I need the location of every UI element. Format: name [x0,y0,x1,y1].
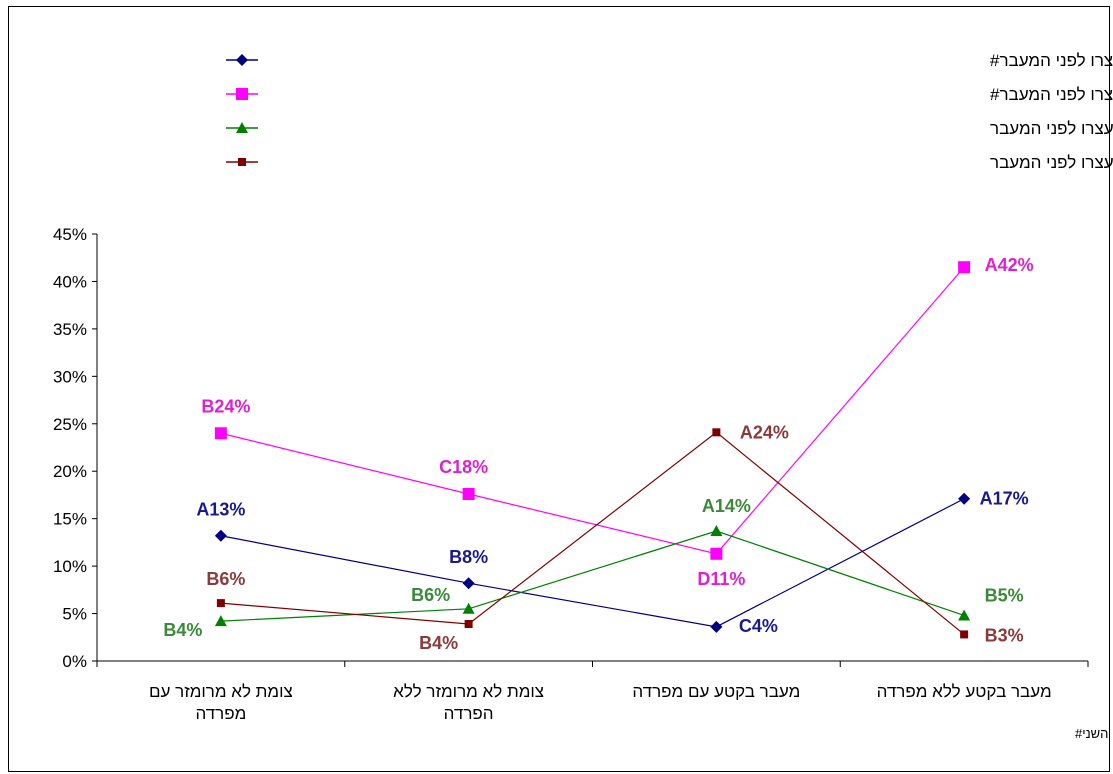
data-label: B8% [449,547,488,567]
data-label: D11% [697,569,745,589]
legend-label: אחוז הולכי רגל שנקלעו לקונפליקט מקרב אלה… [990,119,1113,138]
legend-marker [236,88,248,100]
y-tick-label: 0% [62,652,87,671]
data-point [214,529,227,542]
legend-label: אחוז הולכי רגל שחצו באלכסון מחוץ לגבולות… [990,85,1113,104]
y-tick-label: 45% [53,225,87,244]
data-label: C4% [739,616,778,636]
data-label: A24% [740,422,789,442]
data-point [712,428,721,437]
legend-label: אחוז הולכי רגל שנקלעו לקונפליקט מקרב אלה… [990,153,1113,172]
data-label: B24% [201,396,250,416]
y-tick-label: 35% [53,320,87,339]
data-point [462,602,475,614]
x-category-label: צומת לא מרומזר ללא [393,682,544,701]
data-point [958,261,971,274]
series-line [220,498,965,628]
legend-marker [236,54,248,66]
legend-marker [236,122,248,133]
data-point [710,620,723,633]
data-point [464,619,473,628]
y-tick-label: 40% [53,272,87,291]
series-line [220,431,965,635]
data-label: B3% [985,625,1024,645]
x-category-label: מעבר בקטע ללא מפרדה [877,682,1052,701]
y-tick-label: 5% [62,605,87,624]
data-point [462,487,475,500]
y-tick-label: 30% [53,367,87,386]
x-category-label: מעבר בקטע עם מפרדה [632,682,800,701]
y-tick-label: 25% [53,415,87,434]
data-label: B5% [985,585,1024,605]
data-label: A13% [196,500,245,520]
x-category-label: מפרדה [195,704,246,723]
data-point [958,609,971,621]
data-point [710,547,723,560]
x-category-label: הפרדה [444,704,494,723]
data-point [214,427,227,440]
data-label: A42% [985,255,1034,275]
data-point [960,630,969,639]
data-label: B4% [163,620,202,640]
x-category-label: צומת לא מרומזר עם [149,682,293,701]
y-tick-label: 10% [53,557,87,576]
data-label: C18% [439,457,488,477]
data-label: B6% [206,569,245,589]
data-label: A17% [980,489,1029,509]
series-line [220,530,965,622]
data-point [216,599,225,608]
data-point [710,525,723,537]
chart-frame [8,6,1110,772]
footnote: #במעבר עם מפרדה - בחצי השני# [1075,726,1113,741]
data-label: A14% [702,496,751,516]
data-point [958,492,971,505]
legend-label: אחוז הולכי רגל שחצו באלכסון מחוץ לגבולות… [990,51,1113,70]
data-point [214,615,227,627]
y-tick-label: 20% [53,462,87,481]
legend-marker [238,158,246,166]
data-label: B6% [411,585,450,605]
data-label: B4% [419,633,458,653]
data-point [462,577,475,590]
series-line [220,266,965,555]
y-tick-label: 15% [53,510,87,529]
